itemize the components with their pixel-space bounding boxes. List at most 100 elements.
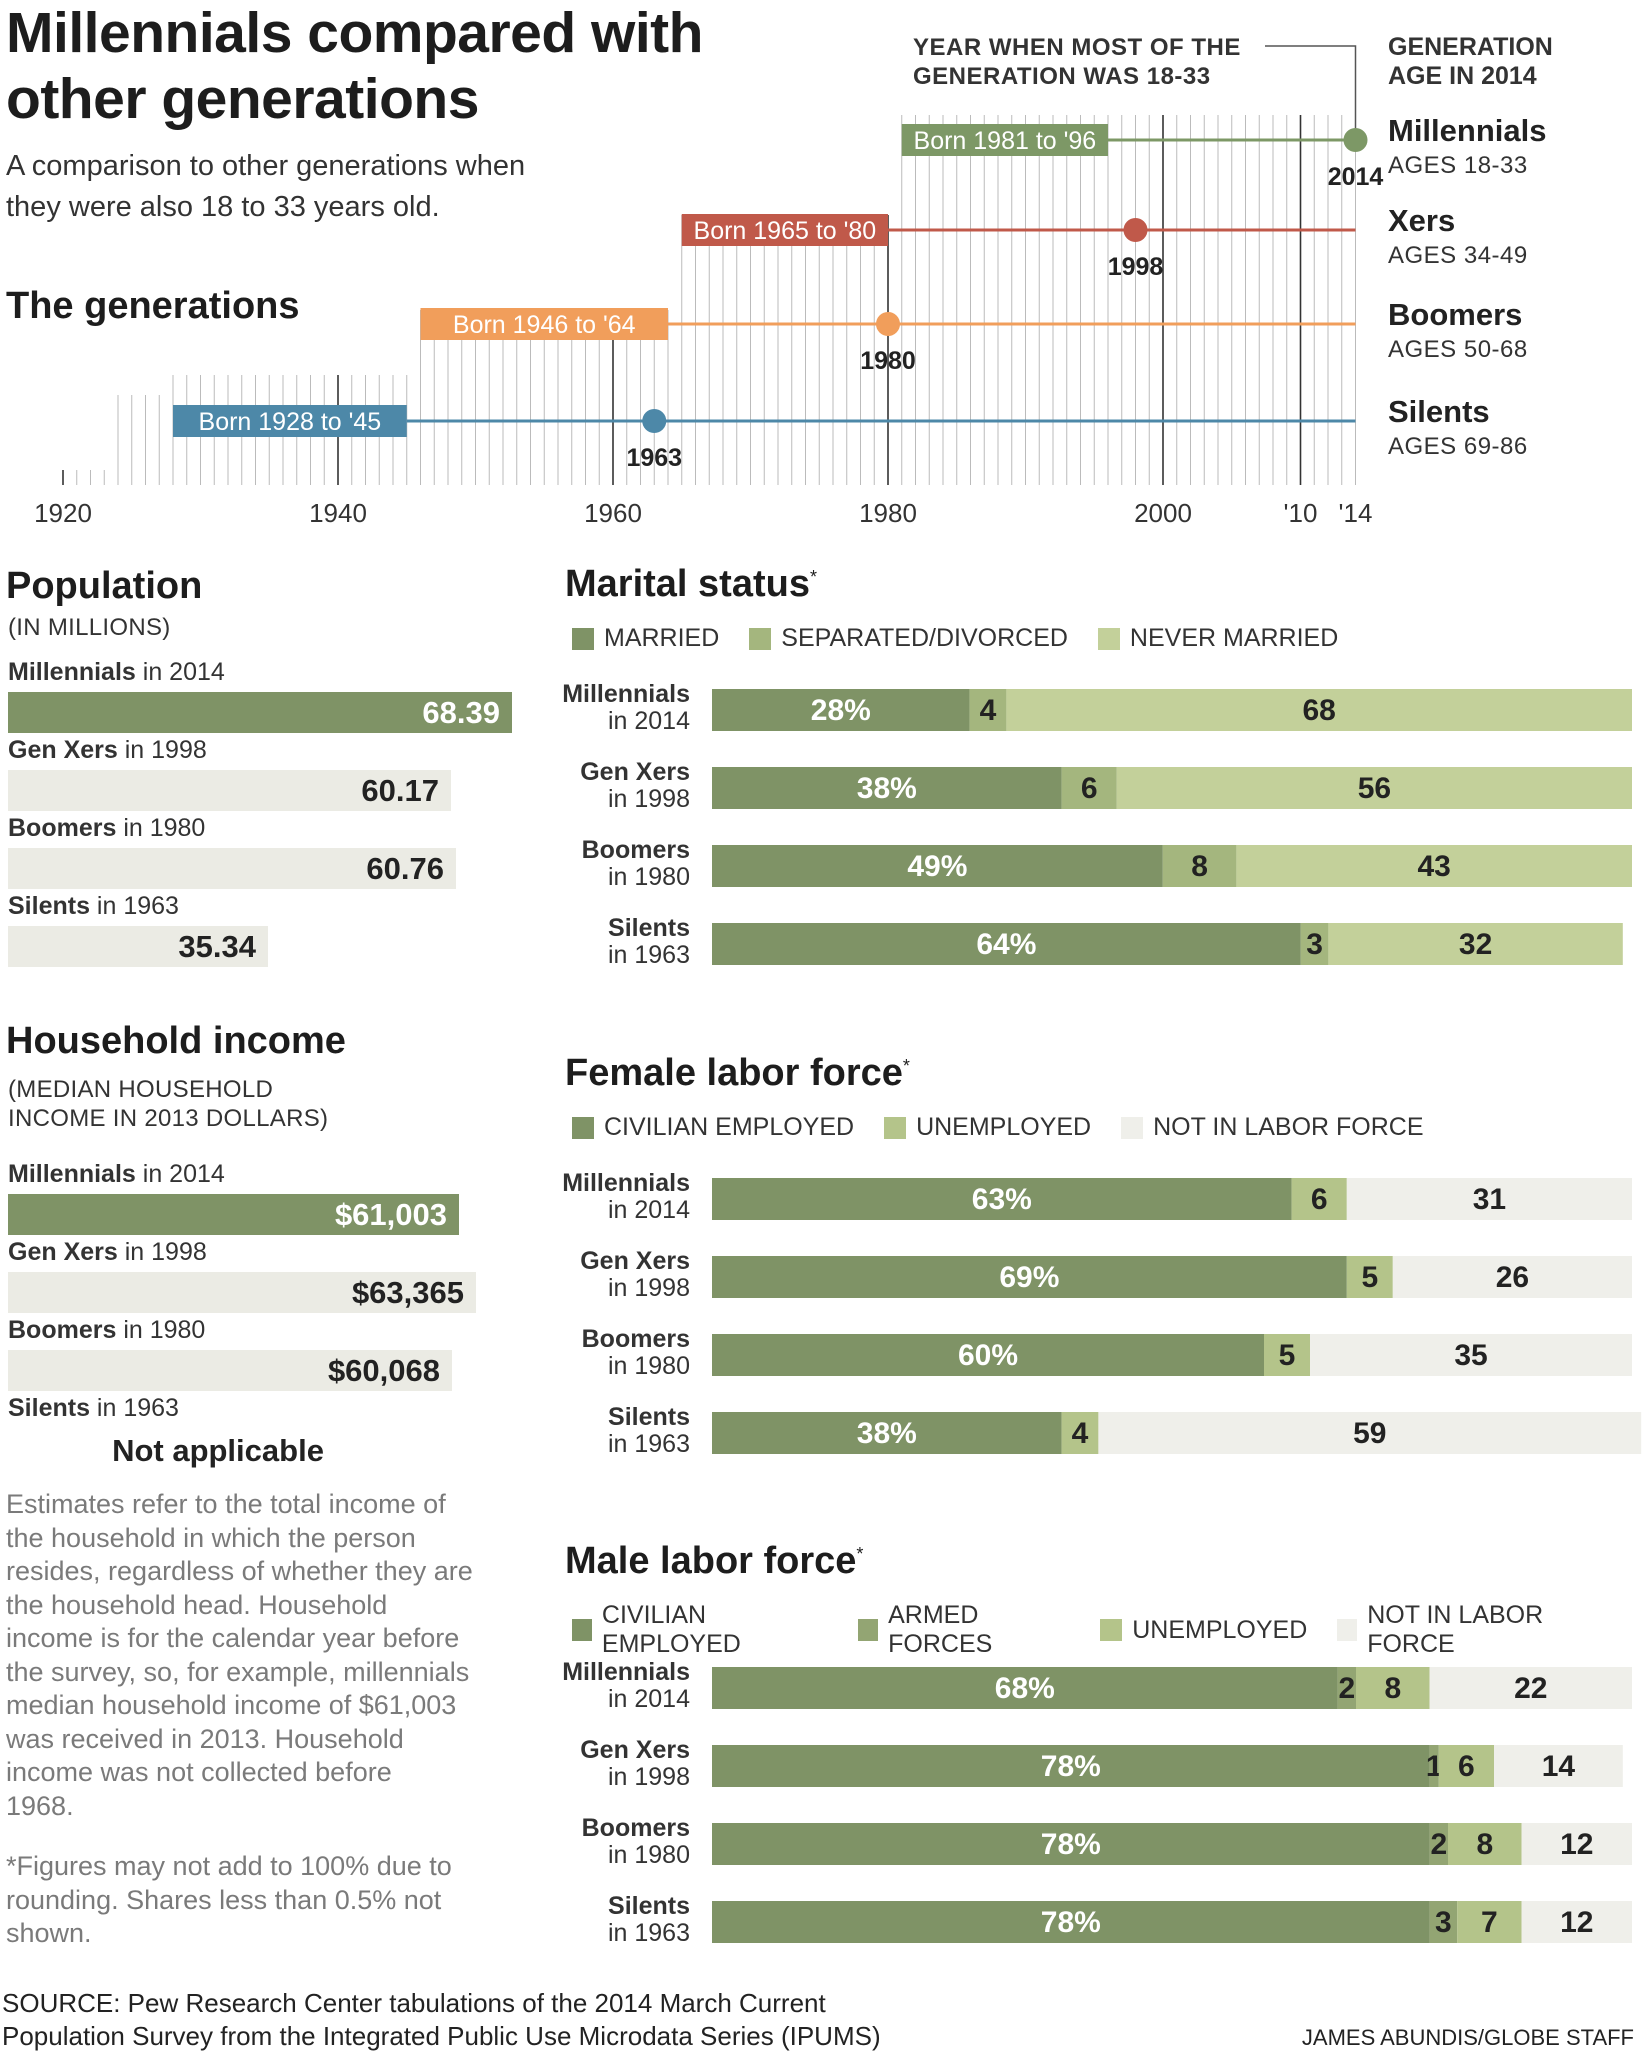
marital-segment-label: 3 bbox=[1306, 928, 1323, 961]
axis-tick-label: 1960 bbox=[584, 498, 642, 528]
income-na-label: Not applicable bbox=[112, 1433, 324, 1468]
income-row-label: Boomers in 1980 bbox=[8, 1316, 205, 1345]
stack-row-labels: Millennials in 2014 Gen Xers in 1998 Boomers… bbox=[0, 0, 690, 1947]
income-unit-line-2: INCOME IN 2013 DOLLARS) bbox=[8, 1105, 329, 1132]
marker-year-label: 1998 bbox=[1108, 253, 1164, 281]
female-segment bbox=[1291, 1178, 1347, 1220]
population-bar: 68.39 bbox=[8, 692, 512, 733]
population-bar: 35.34 bbox=[8, 926, 268, 967]
legend-swatch bbox=[858, 1619, 879, 1641]
male-segment bbox=[1429, 1745, 1439, 1787]
population-unit: (IN MILLIONS) bbox=[8, 614, 171, 641]
marker-year-label: 1963 bbox=[626, 444, 682, 472]
male-heading: Male labor force* bbox=[565, 1540, 863, 1583]
generation-name: Boomers bbox=[581, 836, 690, 864]
population-row-label: Gen Xers in 1998 bbox=[8, 736, 207, 765]
marital-segment bbox=[1162, 845, 1237, 887]
female-segment-label: 26 bbox=[1496, 1261, 1529, 1294]
legend-swatch bbox=[1337, 1619, 1358, 1641]
marital-row-label: Boomers in 1980 bbox=[520, 837, 690, 891]
male-segment-label: 78% bbox=[1041, 1906, 1101, 1939]
survey-year: in 1963 bbox=[607, 1919, 690, 1947]
subtitle: A comparison to other generations when t… bbox=[6, 146, 646, 228]
legend-item: NOT IN LABOR FORCE bbox=[1337, 1601, 1612, 1659]
survey-year: in 1998 bbox=[607, 1274, 690, 1302]
female-segment bbox=[1264, 1334, 1310, 1376]
born-range-label: Born 1946 to '64 bbox=[453, 311, 636, 339]
male-segment-label: 78% bbox=[1041, 1828, 1101, 1861]
legend-swatch bbox=[1100, 1619, 1123, 1641]
marital-segment-label: 28% bbox=[811, 694, 871, 727]
generation-name: Millennials bbox=[562, 1658, 690, 1686]
generation-ages: AGES 18-33 bbox=[1388, 152, 1528, 179]
male-heading-text: Male labor force bbox=[565, 1540, 857, 1582]
marital-segment bbox=[712, 923, 1301, 965]
female-heading-text: Female labor force bbox=[565, 1052, 903, 1094]
survey-year: in 1963 bbox=[607, 1430, 690, 1458]
female-segment bbox=[712, 1256, 1347, 1298]
generation-name: Gen Xers bbox=[580, 1736, 690, 1764]
female-segment bbox=[712, 1412, 1062, 1454]
born-range-bar bbox=[420, 308, 668, 340]
male-segment bbox=[1429, 1823, 1448, 1865]
survey-year: in 2014 bbox=[607, 707, 690, 735]
marital-segment-label: 38% bbox=[857, 772, 917, 805]
subtitle-line-1: A comparison to other generations when bbox=[6, 150, 526, 182]
male-segment-label: 2 bbox=[1430, 1828, 1447, 1861]
population-bar: 60.17 bbox=[8, 770, 451, 811]
income-bar: $60,068 bbox=[8, 1350, 452, 1391]
survey-year: in 1980 bbox=[607, 1352, 690, 1380]
source-line-1: SOURCE: Pew Research Center tabulations … bbox=[2, 1988, 826, 2018]
axis-tick-label: 1920 bbox=[34, 498, 92, 528]
survey-year: in 1998 bbox=[607, 1763, 690, 1791]
marital-segment bbox=[1300, 923, 1329, 965]
generation-name: Millennials bbox=[1388, 113, 1546, 148]
income-heading: Household income bbox=[6, 1020, 346, 1062]
survey-year: in 1998 bbox=[607, 785, 690, 813]
income-note-line: the household in which the person bbox=[6, 1522, 416, 1553]
generation-name: Gen Xers bbox=[8, 736, 118, 764]
survey-year: in 1980 bbox=[116, 1316, 206, 1344]
legend-label: SEPARATED/DIVORCED bbox=[781, 624, 1068, 652]
marital-segment bbox=[1006, 689, 1632, 731]
marital-heading-text: Marital status bbox=[565, 563, 810, 605]
age-head-line-2: AGE IN 2014 bbox=[1388, 62, 1537, 90]
population-chart: Millennials in 2014 68.39 Gen Xers in 1998… bbox=[0, 0, 540, 1000]
year-note-line-2: GENERATION WAS 18-33 bbox=[913, 63, 1211, 90]
population-heading: Population bbox=[6, 565, 203, 607]
axis-tick-label: '10 bbox=[1284, 498, 1318, 528]
income-note-line: 1968. bbox=[6, 1790, 74, 1821]
legend-item: NOT IN LABOR FORCE bbox=[1121, 1113, 1424, 1142]
marital-segment-label: 43 bbox=[1418, 850, 1451, 883]
income-row-label: Millennials in 2014 bbox=[8, 1160, 225, 1189]
axis-tick-label: 1940 bbox=[309, 498, 367, 528]
footnote-line: *Figures may not add to 100% due to bbox=[6, 1851, 452, 1881]
survey-year: in 2014 bbox=[135, 1160, 225, 1188]
source-line-2: Population Survey from the Integrated Pu… bbox=[2, 2021, 881, 2051]
marital-segment bbox=[712, 689, 970, 731]
income-note-line: resides, regardless of whether they are bbox=[6, 1556, 473, 1586]
income-value-label: $60,068 bbox=[327, 1352, 440, 1388]
axis-tick-label: '14 bbox=[1339, 498, 1373, 528]
generations-heading: The generations bbox=[6, 285, 300, 327]
born-range-label: Born 1928 to '45 bbox=[199, 408, 382, 436]
generation-name: Millennials bbox=[562, 1169, 690, 1197]
legend-item: CIVILIAN EMPLOYED bbox=[572, 1113, 854, 1142]
source-note: SOURCE: Pew Research Center tabulations … bbox=[2, 1987, 881, 2053]
male-segment bbox=[712, 1745, 1430, 1787]
population-row-label: Boomers in 1980 bbox=[8, 814, 205, 843]
male-segment-label: 14 bbox=[1542, 1750, 1576, 1783]
population-bar: 60.76 bbox=[8, 848, 456, 889]
income-note-line: income was not collected before bbox=[6, 1757, 392, 1787]
legend-item: CIVILIAN EMPLOYED bbox=[572, 1601, 828, 1659]
footnote-line: rounding. Shares less than 0.5% not bbox=[6, 1884, 442, 1915]
footnote: *Figures may not add to 100% due to round… bbox=[6, 1850, 546, 1951]
income-note-line: was received in 2013. Household bbox=[6, 1723, 404, 1754]
marker-year-label: 2014 bbox=[1328, 163, 1384, 191]
legend-item: SEPARATED/DIVORCED bbox=[749, 624, 1068, 653]
population-value-label: 60.17 bbox=[361, 772, 439, 808]
female-segment bbox=[1310, 1334, 1632, 1376]
male-segment-label: 2 bbox=[1338, 1672, 1355, 1705]
legend-swatch bbox=[572, 1619, 592, 1641]
